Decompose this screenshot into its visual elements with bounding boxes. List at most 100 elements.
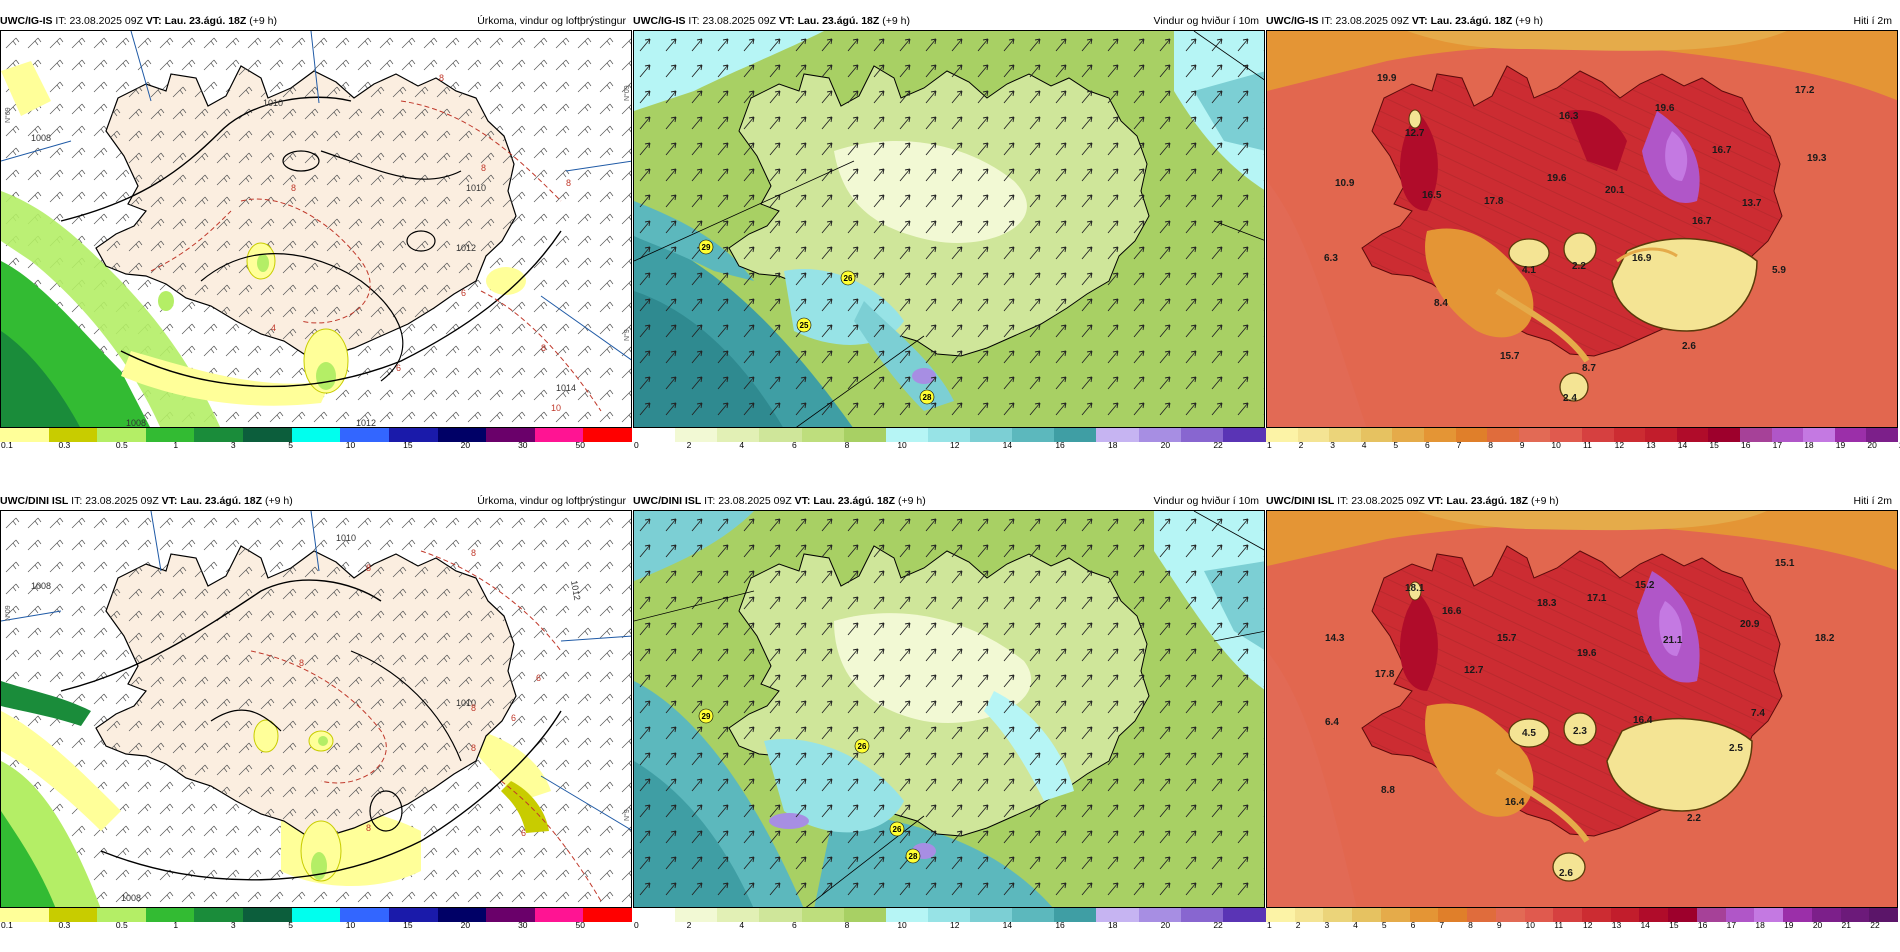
temp-value: 2.3	[1573, 726, 1587, 737]
colorbar-swatch	[633, 908, 676, 922]
gust-label: 26	[854, 738, 870, 754]
temp-value: 12.7	[1405, 128, 1425, 139]
colorbar-swatch	[437, 908, 487, 922]
isobar-label: 1012	[569, 580, 582, 601]
colorbar-label: 14	[1677, 440, 1688, 450]
colorbar-swatch	[534, 908, 584, 922]
colorbar-swatch	[291, 908, 341, 922]
colorbar-swatch	[1054, 908, 1098, 922]
colorbar-precip: 0.1 0.3 0.5 1 3 5 10 15 20 30 50	[0, 428, 633, 450]
temp-map[interactable]: 18.1 15.1 16.6 18.3 17.1 15.2 14.3 15.7 …	[1266, 510, 1898, 908]
colorbar-label: 18	[1804, 440, 1814, 450]
isobar-label: 1010	[456, 698, 476, 708]
model-name: UWC/IG-IS	[633, 15, 686, 27]
colorbar-swatch	[291, 428, 341, 442]
colorbar-swatch	[1866, 428, 1899, 442]
colorbar-swatch	[1553, 908, 1583, 922]
colorbar-label: 0.1	[1, 440, 13, 450]
temp-value: 16.9	[1632, 253, 1652, 264]
colorbar-label: 20	[460, 920, 471, 930]
colorbar-swatch	[0, 428, 49, 442]
it-value: 23.08.2025 09Z	[1335, 15, 1409, 27]
temp-map[interactable]: 19.9 17.2 19.6 12.7 16.3 16.7 19.3 10.9 …	[1266, 30, 1898, 428]
precip-label: 4	[271, 323, 276, 333]
colorbar-label: 5	[288, 440, 293, 450]
temp-value: 16.7	[1692, 216, 1712, 227]
colorbar-label: 18	[1755, 920, 1765, 930]
colorbar-label: 3	[230, 920, 236, 930]
temp-value: 4.5	[1522, 728, 1536, 739]
temp-value: 16.7	[1712, 145, 1732, 156]
temp-value: 17.8	[1484, 196, 1504, 207]
colorbar-swatch	[927, 908, 971, 922]
gust-label: 25	[796, 317, 812, 333]
colorbar-swatch	[48, 428, 98, 442]
vt-label: VT:	[1427, 495, 1444, 507]
edge-label: N°9	[623, 809, 631, 821]
gust-label: 28	[919, 389, 935, 405]
temp-value: 17.2	[1795, 85, 1815, 96]
temp-value: 5.9	[1772, 265, 1786, 276]
colorbar-swatch	[583, 428, 633, 442]
svg-text:28: 28	[923, 393, 932, 402]
colorbar-swatch	[1467, 908, 1497, 922]
colorbar-label: 8	[844, 920, 850, 930]
temp-value: 15.7	[1500, 351, 1520, 362]
wind-map[interactable]: 29 26 26 28	[633, 510, 1265, 908]
precip-map[interactable]: 1010 1008 1010 1012 1014 1012 1008 8 8 8…	[0, 30, 632, 428]
colorbar-swatch	[1352, 908, 1382, 922]
precip-label: 8	[471, 703, 476, 713]
temp-value: 19.6	[1547, 173, 1567, 184]
panel-title: Hiti í 2m	[1853, 15, 1892, 27]
svg-text:26: 26	[844, 274, 853, 283]
temp-value: 18.1	[1405, 583, 1425, 594]
colorbar-label: 9	[1519, 440, 1525, 450]
lead-time: (+9 h)	[897, 495, 926, 507]
it-value: 23.08.2025 09Z	[85, 495, 159, 507]
colorbar-label: 11	[1554, 920, 1564, 930]
colorbar-label: 3	[230, 440, 236, 450]
temp-value: 19.6	[1577, 648, 1597, 659]
vt-value: Lau. 23.ágú. 18Z	[797, 15, 880, 27]
colorbar-label: 3	[1324, 920, 1330, 930]
model-name: UWC/IG-IS	[1266, 15, 1319, 27]
colorbar-label: 12	[1583, 920, 1593, 930]
colorbar-swatch	[970, 908, 1014, 922]
temp-value: 7.4	[1751, 708, 1765, 719]
colorbar-swatch	[1096, 428, 1140, 442]
temp-value: 21.1	[1663, 635, 1683, 646]
panel-temp-row2: UWC/DINI ISL IT: 23.08.2025 09Z VT: Lau.…	[1266, 492, 1899, 952]
colorbar-swatch	[340, 908, 390, 922]
precip-label: 6	[396, 363, 401, 373]
colorbar-swatch	[1438, 908, 1468, 922]
colorbar-label: 10	[897, 920, 907, 930]
colorbar-swatch	[801, 428, 845, 442]
temp-value: 20.9	[1740, 619, 1760, 630]
colorbar-label: 3	[1330, 440, 1335, 450]
colorbar-label: 50	[575, 920, 585, 930]
precip-label: 8	[439, 73, 444, 83]
precip-label: 6	[521, 828, 526, 838]
precip-map[interactable]: 1010 1008 1012 1010 1008 8 8 8 8 6 6 8 8…	[0, 510, 632, 908]
colorbar-swatch	[243, 908, 293, 922]
it-value: 23.08.2025 09Z	[69, 15, 143, 27]
lead-time: (+9 h)	[1515, 15, 1543, 27]
it-value: 23.08.2025 09Z	[1351, 495, 1425, 507]
colorbar-swatch	[843, 908, 887, 922]
colorbar-swatch	[388, 908, 438, 922]
colorbar-swatch	[1725, 908, 1755, 922]
gust-label: 28	[905, 848, 921, 864]
temp-value: 2.6	[1682, 341, 1696, 352]
precip-label: 8	[471, 548, 476, 558]
colorbar-temp: 1 2 3 4 5 6 7 8 9 10 11 12 13 14 15 16 17 18 19 20 21 22	[1266, 908, 1899, 930]
colorbar-label: 17	[1772, 440, 1783, 450]
gust-label: 26	[889, 821, 905, 837]
vt-value: Lau. 23.ágú. 18Z	[1446, 495, 1529, 507]
colorbar-label: 10	[897, 440, 907, 450]
colorbar-swatch	[885, 908, 929, 922]
colorbar-swatch	[486, 908, 536, 922]
temp-value: 16.5	[1422, 190, 1442, 201]
wind-map[interactable]: 29 26 25 28	[633, 30, 1265, 428]
colorbar-swatch	[1811, 908, 1841, 922]
colorbar-label: 12	[950, 440, 960, 450]
